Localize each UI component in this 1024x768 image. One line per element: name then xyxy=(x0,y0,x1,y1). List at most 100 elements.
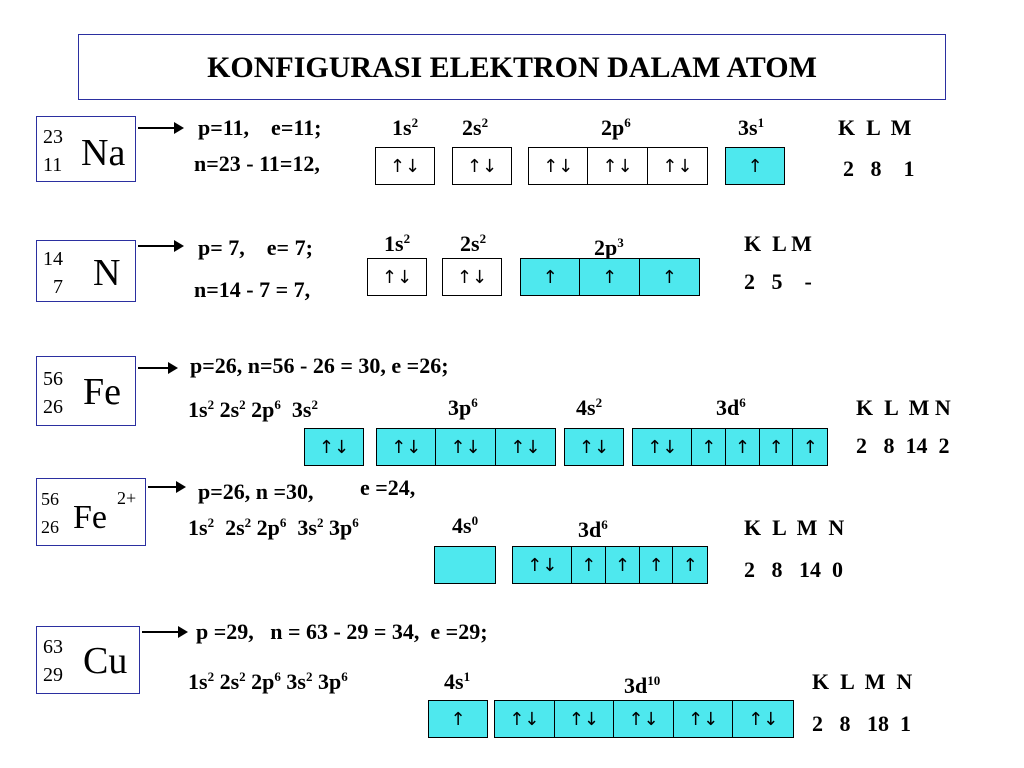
inner-configuration: 1s2 2s2 2p6 3s2 xyxy=(188,397,318,422)
orbital-cell: ↑↓ xyxy=(495,429,556,465)
element-symbol: Fe xyxy=(83,371,121,413)
shell-labels: K L M N xyxy=(812,669,913,694)
orbital-label: 3d6 xyxy=(716,395,746,420)
element-box-n: 14 7 N xyxy=(36,240,136,302)
orbital-cell: ↑↓ xyxy=(443,259,501,295)
orbital-label: 1s2 xyxy=(392,115,419,140)
orbital-cell: ↑ xyxy=(726,148,784,184)
particle-counts: p=26, n =30, xyxy=(198,479,314,504)
arrow-icon xyxy=(142,626,188,638)
orbital-label: 3d6 xyxy=(578,517,608,542)
element-box-na: 23 11 Na xyxy=(36,116,136,182)
orbital-label: 2p6 xyxy=(601,115,631,140)
orbital-label: 2p3 xyxy=(594,235,624,260)
element-symbol: Na xyxy=(81,132,126,174)
mass-number: 63 xyxy=(43,636,63,658)
orbital-cell: ↑ xyxy=(692,429,727,465)
orbital-label: 4s2 xyxy=(576,395,603,420)
element-symbol: Cu xyxy=(83,640,128,682)
orbital-cell: ↑ xyxy=(580,259,640,295)
shell-labels: K L M N xyxy=(856,395,951,420)
orbital-cell: ↑↓ xyxy=(377,429,437,465)
orbital-label: 1s2 xyxy=(384,231,411,256)
shell-labels: K L M xyxy=(838,115,912,140)
orbital-label: 3d10 xyxy=(624,673,661,698)
orbital-label: 4s0 xyxy=(452,513,479,538)
orbital-cell: ↑↓ xyxy=(495,701,555,737)
orbital-box-3d: ↑↓ ↑ ↑ ↑ ↑ xyxy=(632,428,828,466)
element-box-fe: 56 26 Fe xyxy=(36,356,136,426)
mass-number: 14 xyxy=(43,248,63,270)
atomic-number: 7 xyxy=(53,276,63,298)
element-symbol: N xyxy=(93,252,121,294)
orbital-cell: ↑↓ xyxy=(673,701,734,737)
orbital-box-2s: ↑↓ xyxy=(442,258,502,296)
orbital-cell: ↑↓ xyxy=(733,701,793,737)
orbital-box-1s: ↑↓ xyxy=(375,147,435,185)
orbital-box-3d: ↑↓ ↑ ↑ ↑ ↑ xyxy=(512,546,708,584)
particle-counts: p =29, n = 63 - 29 = 34, e =29; xyxy=(196,619,488,644)
electron-count: e =24, xyxy=(360,475,416,500)
orbital-label: 2s2 xyxy=(462,115,489,140)
shell-counts: 2 8 18 1 xyxy=(812,711,911,736)
atomic-number: 29 xyxy=(43,664,63,686)
orbital-cell: ↑ xyxy=(673,547,707,583)
orbital-box-3s: ↑↓ xyxy=(304,428,364,466)
shell-counts: 2 8 1 xyxy=(843,156,915,181)
orbital-cell: ↑↓ xyxy=(633,429,693,465)
title-box: KONFIGURASI ELEKTRON DALAM ATOM xyxy=(78,34,946,100)
orbital-cell: ↑↓ xyxy=(565,429,623,465)
arrow-icon xyxy=(138,362,178,374)
element-box-cu: 63 29 Cu xyxy=(36,626,140,694)
orbital-cell xyxy=(435,547,495,583)
arrow-icon xyxy=(138,240,184,252)
orbital-cell: ↑↓ xyxy=(513,547,573,583)
orbital-box-3d: ↑↓ ↑↓ ↑↓ ↑↓ ↑↓ xyxy=(494,700,794,738)
shell-labels: K L M xyxy=(744,231,812,256)
neutron-calc: n=23 - 11=12, xyxy=(194,151,320,176)
orbital-box-2p: ↑ ↑ ↑ xyxy=(520,258,700,296)
orbital-box-3p: ↑↓ ↑↓ ↑↓ xyxy=(376,428,556,466)
orbital-cell: ↑ xyxy=(572,547,607,583)
element-box-fe2plus: 56 26 Fe 2+ xyxy=(36,478,146,546)
orbital-cell: ↑ xyxy=(639,259,700,295)
orbital-box-4s: ↑↓ xyxy=(564,428,624,466)
particle-counts: p=11, e=11; xyxy=(198,115,322,140)
element-symbol: Fe xyxy=(73,499,107,536)
orbital-cell: ↑ xyxy=(759,429,794,465)
shell-labels: K L M N xyxy=(744,515,845,540)
mass-number: 56 xyxy=(43,368,63,390)
mass-number: 56 xyxy=(41,489,59,509)
arrow-icon xyxy=(148,481,186,493)
orbital-cell: ↑↓ xyxy=(614,701,674,737)
orbital-cell: ↑ xyxy=(521,259,581,295)
orbital-label: 3s1 xyxy=(738,115,765,140)
neutron-calc: n=14 - 7 = 7, xyxy=(194,277,311,302)
orbital-cell: ↑↓ xyxy=(436,429,496,465)
shell-counts: 2 8 14 2 xyxy=(856,433,950,458)
inner-configuration: 1s2 2s2 2p6 3s2 3p6 xyxy=(188,515,359,540)
inner-configuration: 1s2 2s2 2p6 3s2 3p6 xyxy=(188,669,348,694)
orbital-cell: ↑ xyxy=(726,429,760,465)
atomic-number: 26 xyxy=(43,396,63,418)
orbital-cell: ↑↓ xyxy=(453,148,511,184)
orbital-box-2s: ↑↓ xyxy=(452,147,512,185)
orbital-cell: ↑ xyxy=(606,547,640,583)
mass-number: 23 xyxy=(43,126,63,148)
orbital-cell: ↑↓ xyxy=(376,148,434,184)
orbital-cell: ↑↓ xyxy=(305,429,363,465)
orbital-label: 3p6 xyxy=(448,395,478,420)
orbital-cell: ↑ xyxy=(793,429,827,465)
orbital-cell: ↑↓ xyxy=(588,148,648,184)
orbital-cell: ↑ xyxy=(639,547,674,583)
orbital-cell: ↑↓ xyxy=(554,701,615,737)
particle-counts: p=26, n=56 - 26 = 30, e =26; xyxy=(190,353,449,378)
orbital-box-4s: ↑ xyxy=(428,700,488,738)
atomic-number: 26 xyxy=(41,517,59,537)
orbital-box-3s: ↑ xyxy=(725,147,785,185)
orbital-box-2p: ↑↓ ↑↓ ↑↓ xyxy=(528,147,708,185)
orbital-label: 2s2 xyxy=(460,231,487,256)
particle-counts: p= 7, e= 7; xyxy=(198,235,313,260)
orbital-box-4s xyxy=(434,546,496,584)
page-title: KONFIGURASI ELEKTRON DALAM ATOM xyxy=(207,51,817,84)
